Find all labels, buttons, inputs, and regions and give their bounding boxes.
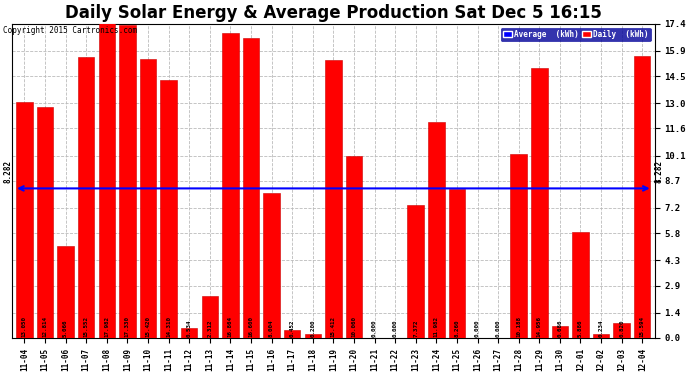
Bar: [613, 323, 630, 338]
Bar: [160, 80, 177, 338]
Text: 15.412: 15.412: [331, 315, 336, 336]
Bar: [16, 102, 32, 338]
Bar: [572, 232, 589, 338]
Text: 5.886: 5.886: [578, 319, 583, 336]
Bar: [593, 334, 609, 338]
Text: Copyright 2015 Cartronics.com: Copyright 2015 Cartronics.com: [3, 26, 137, 35]
Legend: Average  (kWh), Daily  (kWh): Average (kWh), Daily (kWh): [501, 27, 651, 41]
Text: 0.000: 0.000: [495, 319, 501, 336]
Bar: [37, 106, 53, 338]
Bar: [511, 154, 527, 338]
Bar: [57, 246, 74, 338]
Text: 10.060: 10.060: [351, 315, 357, 336]
Title: Daily Solar Energy & Average Production Sat Dec 5 16:15: Daily Solar Energy & Average Production …: [65, 4, 602, 22]
Text: 15.552: 15.552: [83, 315, 89, 336]
Bar: [201, 296, 218, 338]
Text: 8.260: 8.260: [455, 319, 460, 336]
Text: 0.452: 0.452: [290, 319, 295, 336]
Text: 8.282: 8.282: [3, 160, 12, 183]
Text: 10.188: 10.188: [516, 315, 521, 336]
Text: 17.982: 17.982: [104, 315, 109, 336]
Bar: [428, 122, 444, 338]
Bar: [408, 205, 424, 338]
Text: 17.330: 17.330: [125, 315, 130, 336]
Text: 0.686: 0.686: [558, 319, 562, 336]
Text: 0.200: 0.200: [310, 319, 315, 336]
Text: 0.000: 0.000: [372, 319, 377, 336]
Text: 15.420: 15.420: [146, 315, 150, 336]
Text: 13.050: 13.050: [22, 315, 27, 336]
Text: 16.864: 16.864: [228, 315, 233, 336]
Bar: [243, 38, 259, 338]
Text: 16.600: 16.600: [248, 315, 253, 336]
Bar: [634, 56, 651, 338]
Bar: [119, 25, 136, 338]
Bar: [78, 57, 95, 338]
Text: 8.004: 8.004: [269, 319, 274, 336]
Bar: [222, 33, 239, 338]
Bar: [99, 13, 115, 338]
Text: 14.310: 14.310: [166, 315, 171, 336]
Text: 0.234: 0.234: [598, 319, 604, 336]
Text: 14.956: 14.956: [537, 315, 542, 336]
Text: 15.594: 15.594: [640, 315, 644, 336]
Bar: [531, 68, 548, 338]
Bar: [284, 330, 300, 338]
Text: 0.000: 0.000: [393, 319, 397, 336]
Text: 0.820: 0.820: [619, 319, 624, 336]
Text: 2.312: 2.312: [207, 319, 213, 336]
Bar: [264, 194, 280, 338]
Bar: [325, 60, 342, 338]
Text: 11.982: 11.982: [434, 315, 439, 336]
Bar: [140, 60, 156, 338]
Text: 0.534: 0.534: [187, 319, 192, 336]
Text: 5.066: 5.066: [63, 319, 68, 336]
Bar: [181, 328, 197, 338]
Bar: [448, 189, 465, 338]
Bar: [551, 326, 568, 338]
Bar: [304, 334, 321, 338]
Text: 7.372: 7.372: [413, 319, 418, 336]
Bar: [346, 156, 362, 338]
Text: 8.282: 8.282: [654, 160, 663, 183]
Text: 0.000: 0.000: [475, 319, 480, 336]
Text: 12.814: 12.814: [43, 315, 48, 336]
